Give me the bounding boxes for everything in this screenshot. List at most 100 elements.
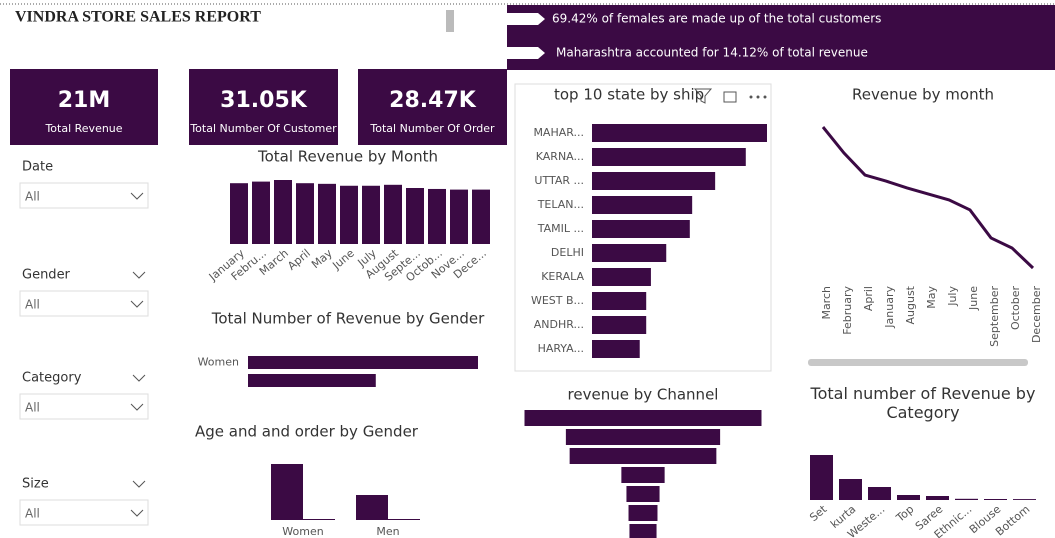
bar	[340, 185, 358, 244]
kpi-card	[358, 69, 507, 145]
chevron	[130, 509, 144, 517]
chart-title: Total number of Revenue by Category	[810, 384, 1036, 422]
filter-label: Gender	[22, 268, 71, 283]
dropdown[interactable]	[19, 499, 149, 526]
chart-title: revenue by Channel	[568, 386, 719, 404]
x-tick-label: September	[988, 286, 1001, 347]
bar	[592, 220, 690, 238]
kpi-label: Total Revenue	[44, 122, 122, 135]
y-tick-label: TELAN...	[537, 198, 584, 211]
x-tick-label: July	[946, 286, 959, 307]
bar	[897, 495, 920, 500]
kpi-label: Total Number Of Order	[369, 122, 495, 135]
y-tick-label: DELHI	[551, 246, 584, 259]
y-tick-label: HARYA...	[538, 342, 584, 355]
bar	[592, 244, 667, 262]
y-tick-label: Women	[198, 356, 239, 369]
visual-icons	[693, 88, 767, 104]
bar	[296, 183, 314, 244]
x-tick-label: January	[883, 286, 896, 329]
bar	[839, 479, 862, 500]
x-tick-label: April	[862, 286, 875, 311]
dropdown-value: All	[25, 507, 40, 521]
x-tick-label: Set	[807, 502, 830, 524]
bar	[318, 183, 336, 244]
dropdown[interactable]	[19, 182, 149, 209]
x-tick-label: Women	[282, 525, 323, 538]
funnel-bar	[628, 505, 658, 521]
bar	[955, 498, 978, 500]
funnel-bar	[629, 524, 657, 538]
bar	[592, 172, 716, 190]
bar	[592, 268, 651, 286]
chart-title: Total Number of Revenue by Gender	[211, 310, 485, 328]
kpi-label: Total Number Of Customer	[189, 122, 337, 135]
chart-title: Total Revenue by Month	[257, 148, 438, 166]
chevron	[130, 192, 144, 200]
dropdown-value: All	[25, 401, 40, 415]
chevron	[130, 403, 144, 411]
bar	[592, 292, 647, 310]
x-tick-label: June	[329, 246, 357, 272]
x-tick-label: April	[285, 247, 313, 273]
report-title: VINDRA STORE SALES REPORT	[15, 9, 261, 26]
bar	[271, 464, 303, 520]
kpi-value: 21M	[58, 88, 111, 113]
line	[821, 126, 1035, 270]
chevron	[132, 271, 146, 279]
bar	[450, 189, 468, 244]
kpi-card	[10, 69, 158, 145]
kpi-value: 31.05K	[220, 88, 308, 113]
banner-arrow	[507, 47, 545, 59]
dropdown-value: All	[25, 190, 40, 204]
bar	[592, 196, 693, 214]
y-tick-label: KARNA...	[536, 150, 584, 163]
dropdown[interactable]	[19, 290, 149, 317]
banner-text: Maharashtra accounted for 14.12% of tota…	[556, 46, 868, 60]
kpi-card	[189, 69, 338, 145]
x-tick-label: June	[967, 286, 980, 311]
y-tick-label: MAHAR...	[533, 126, 584, 139]
x-tick-label: December	[1030, 286, 1043, 344]
y-tick-label: KERALA	[541, 270, 584, 283]
bar	[406, 188, 424, 244]
bar	[248, 356, 478, 369]
scroll-handle	[446, 10, 454, 32]
bar	[1013, 499, 1036, 500]
filter-label: Category	[22, 371, 82, 386]
bar	[388, 519, 420, 520]
bar	[592, 316, 647, 334]
x-tick-label: August	[904, 285, 917, 324]
kpi-value: 28.47K	[389, 88, 477, 113]
bar	[592, 124, 767, 142]
banner-arrow	[507, 13, 545, 25]
funnel-bar	[621, 467, 665, 483]
chart-title: Revenue by month	[852, 86, 994, 104]
y-tick-label: WEST B...	[531, 294, 584, 307]
bar	[428, 188, 446, 244]
scrollbar	[808, 359, 1028, 366]
bar	[810, 455, 833, 500]
dropdown[interactable]	[19, 393, 149, 420]
bar	[384, 184, 402, 244]
chevron	[130, 300, 144, 308]
bar	[926, 496, 949, 500]
y-tick-label: ANDHR...	[534, 318, 584, 331]
banner-text: 69.42% of females are made up of the tot…	[552, 12, 881, 26]
filter-label: Date	[22, 160, 53, 175]
x-tick-label: March	[820, 286, 833, 320]
chart-title: Age and and order by Gender	[195, 423, 419, 441]
bar	[472, 189, 490, 244]
chevron	[132, 374, 146, 382]
dropdown-value: All	[25, 298, 40, 312]
bar	[592, 340, 640, 358]
bar	[248, 374, 376, 387]
filter-label: Size	[22, 477, 49, 492]
y-tick-label: TAMIL ...	[537, 222, 584, 235]
banner-bg	[507, 5, 1055, 70]
bar	[356, 495, 388, 520]
chevron	[132, 480, 146, 488]
x-tick-label: Men	[376, 525, 399, 538]
x-tick-label: May	[309, 246, 335, 271]
